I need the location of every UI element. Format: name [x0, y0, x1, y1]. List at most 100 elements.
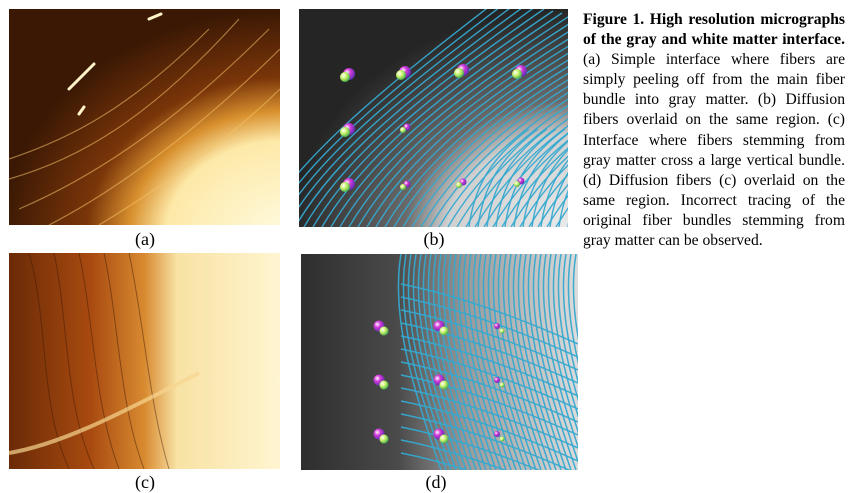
tract-line: [384, 59, 568, 227]
caption-title: Figure 1. High resolution micrographs of…: [583, 11, 845, 49]
tract-line: [400, 413, 571, 470]
glyph-sphere: [494, 377, 500, 383]
panel-label-c: (c): [135, 472, 155, 492]
tract-line: [468, 128, 530, 227]
tract-line: [507, 254, 552, 470]
glyph-sphere: [396, 70, 406, 80]
tract-line: [366, 45, 568, 227]
tract-line: [437, 254, 482, 470]
tract-line: [400, 309, 578, 371]
tract-line: [375, 52, 568, 227]
tract-line: [502, 254, 547, 470]
tract-line: [442, 254, 487, 470]
panel-label-a: (a): [135, 229, 155, 249]
figure-caption: Figure 1. High resolution micrographs of…: [583, 10, 845, 251]
glyph-sphere: [379, 326, 389, 336]
tract-line: [558, 189, 568, 227]
tract-line: [400, 426, 541, 470]
glyph-sphere: [439, 326, 449, 336]
tract-line: [482, 254, 527, 470]
glyph-sphere: [499, 436, 505, 442]
tract-line: [432, 254, 477, 470]
tract-line: [357, 38, 568, 227]
tract-line: [452, 254, 497, 470]
tract-line: [427, 254, 472, 470]
glyph-sphere: [400, 184, 406, 190]
tract-line: [393, 66, 568, 227]
tract-line: [552, 254, 578, 419]
tract-line: [400, 296, 578, 358]
glyph-sphere: [439, 434, 449, 444]
tract-line: [567, 254, 578, 365]
tract-line: [486, 128, 548, 227]
tract-line: [400, 283, 578, 345]
tract-line: [330, 16, 568, 227]
tract-line: [397, 254, 442, 470]
tract-line: [447, 104, 568, 227]
tract-line: [477, 254, 522, 470]
tract-line: [513, 132, 568, 227]
tract-line: [299, 9, 522, 208]
glyph-sphere: [379, 434, 389, 444]
tract-line: [522, 254, 567, 470]
glyph-sphere: [400, 127, 406, 133]
micrograph-d-overlay: [301, 254, 578, 470]
tract-line: [522, 140, 568, 227]
tract-line: [547, 254, 578, 434]
glyph-sphere: [340, 127, 350, 137]
tract-line: [400, 387, 578, 449]
glyph-sphere: [499, 382, 505, 388]
panel-label-b: (b): [423, 229, 445, 249]
glyph-sphere: [499, 328, 505, 334]
micrograph-b-overlay: [299, 9, 568, 227]
tract-line: [572, 254, 578, 341]
tract-line: [477, 128, 539, 227]
tract-line: [549, 171, 568, 227]
tract-line: [400, 322, 578, 384]
tract-line: [299, 9, 499, 185]
glyph-sphere: [454, 68, 464, 78]
tract-line: [411, 79, 568, 227]
tract-line: [339, 23, 568, 227]
panel-label-d: (d): [425, 472, 447, 492]
tract-line: [422, 254, 467, 470]
tract-line: [400, 374, 578, 436]
glyph-sphere: [439, 380, 449, 390]
tract-line: [400, 400, 578, 462]
tract-line: [402, 254, 447, 470]
tract-line: [472, 254, 517, 470]
glyph-sphere: [340, 182, 350, 192]
tract-line: [402, 72, 568, 227]
micrograph-c: [9, 253, 280, 469]
tract-line: [562, 254, 578, 385]
tract-line: [400, 452, 469, 470]
tract-line: [348, 31, 568, 227]
tract-line: [400, 335, 578, 397]
tract-line: [512, 254, 557, 470]
tract-line: [299, 9, 534, 222]
tract-line: [438, 98, 568, 227]
tract-line: [400, 439, 507, 470]
tract-line: [487, 254, 532, 470]
glyph-sphere: [340, 72, 350, 82]
glyph-sphere: [514, 181, 520, 187]
tract-line: [495, 128, 557, 227]
micrograph-a: [9, 9, 280, 225]
tract-line: [532, 254, 577, 470]
glyph-sphere: [494, 431, 500, 437]
tract-line: [537, 254, 578, 464]
tract-line: [447, 254, 492, 470]
tract-line: [400, 348, 578, 410]
glyph-sphere: [512, 69, 522, 79]
glyph-sphere: [456, 182, 462, 188]
tract-line: [429, 92, 568, 227]
tract-line: [400, 361, 578, 423]
caption-body: (a) Simple interface where fibers are si…: [583, 51, 845, 250]
tract-line: [540, 159, 568, 227]
tract-line: [504, 128, 566, 227]
glyph-sphere: [494, 323, 500, 329]
tract-line: [497, 254, 542, 470]
tract-line: [312, 10, 554, 227]
tract-line: [542, 254, 578, 449]
tract-line: [531, 149, 568, 227]
